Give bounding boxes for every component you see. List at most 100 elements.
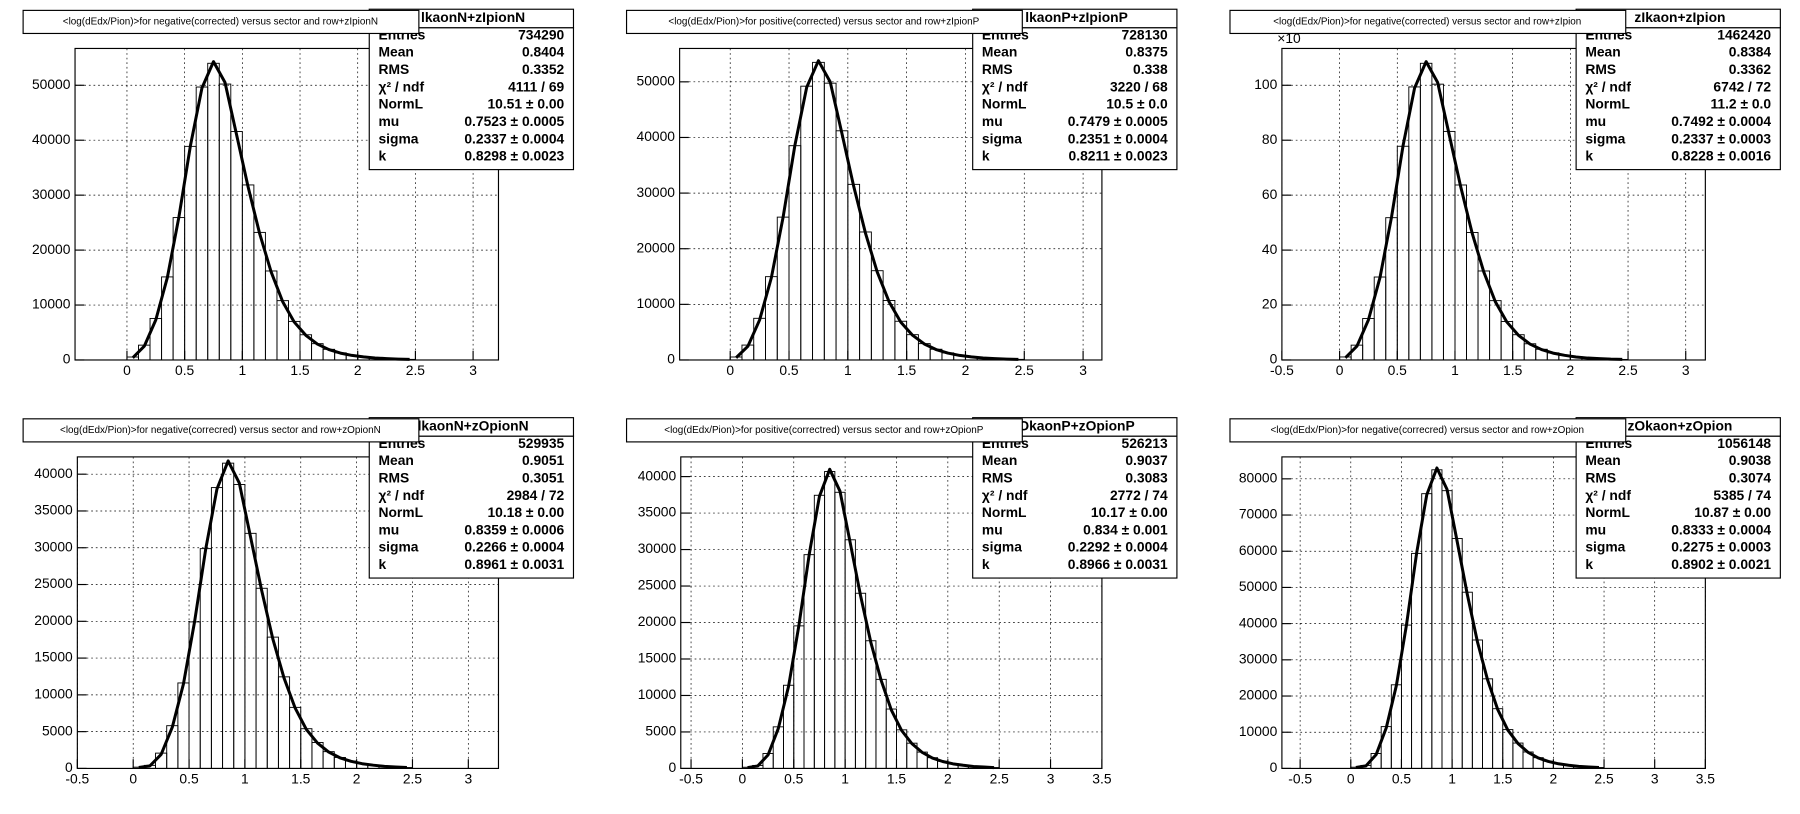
x-tick-label: 2 — [962, 362, 970, 378]
x-tick-label: 1 — [841, 771, 849, 787]
stats-label: NormL — [1585, 504, 1630, 520]
y-tick-label: 40000 — [638, 467, 677, 483]
stats-value: 0.9051 — [522, 452, 565, 468]
stats-value: 4111 / 69 — [508, 78, 564, 94]
stats-value: 0.8228 ± 0.0016 — [1671, 148, 1771, 164]
stats-label: RMS — [378, 469, 409, 485]
stats-box — [972, 435, 1178, 579]
y-tick-label: 50000 — [637, 72, 676, 88]
chart-title: <log(dEdx/Pion)>for positive(corrected) … — [668, 17, 979, 28]
stats-value: 0.2337 ± 0.0003 — [1671, 130, 1771, 146]
y-tick-label: 20 — [1262, 296, 1278, 312]
y-tick-label: 0 — [667, 351, 675, 367]
stats-value: 0.8211 ± 0.0023 — [1069, 148, 1168, 164]
chart-title: <log(dEdx/Pion)>for negative(correcred) … — [60, 425, 381, 436]
y-tick-label: 40000 — [32, 131, 71, 147]
y-tick-label: 30000 — [637, 184, 676, 200]
stats-value: 10.17 ± 0.00 — [1091, 504, 1168, 520]
stats-value: 526213 — [1122, 435, 1168, 451]
title-box — [22, 418, 420, 443]
stats-label: mu — [982, 113, 1003, 129]
y-tick-label: 40000 — [1239, 614, 1278, 630]
y-tick-label: 30000 — [32, 186, 71, 202]
y-tick-label: 10000 — [1239, 723, 1278, 739]
x-tick-label: 2.5 — [1618, 362, 1638, 378]
x-tick-label: 0 — [726, 362, 734, 378]
stats-label: Mean — [1585, 44, 1620, 60]
stats-label: NormL — [1585, 96, 1630, 112]
stats-title: lkaonN+zOpionN — [418, 418, 529, 434]
y-tick-label: 5000 — [645, 723, 676, 739]
y-tick-label: 70000 — [1239, 506, 1278, 522]
fit-curve — [1344, 60, 1623, 361]
x-tick-label: 1.5 — [290, 362, 310, 378]
stats-value: 2984 / 72 — [507, 487, 565, 503]
y-tick-label: 20000 — [638, 613, 677, 629]
y-tick-label: 10000 — [637, 295, 676, 311]
stats-value: 5385 / 74 — [1713, 487, 1771, 503]
stats-label: sigma — [378, 130, 418, 146]
stats-label: k — [1585, 556, 1593, 572]
x-tick-label: 2 — [353, 771, 361, 787]
y-tick-label: 10000 — [34, 686, 73, 702]
x-tick-label: 2 — [944, 771, 952, 787]
stats-value: 10.51 ± 0.00 — [487, 96, 564, 112]
y-tick-label: 50000 — [1239, 578, 1278, 594]
y-tick-label: 0 — [1270, 759, 1278, 775]
stats-label: k — [378, 148, 386, 164]
fit-curve — [747, 467, 995, 770]
x-tick-label: 0.5 — [779, 362, 799, 378]
y-tick-label: 100 — [1254, 76, 1277, 92]
stats-value: 0.834 ± 0.001 — [1083, 521, 1168, 537]
stats-label: RMS — [378, 61, 409, 77]
fit-curve — [138, 459, 407, 770]
x-tick-label: 0.5 — [179, 771, 199, 787]
stats-label: mu — [378, 113, 399, 129]
stats-value: 0.8298 ± 0.0023 — [464, 148, 564, 164]
y-tick-label: 30000 — [34, 538, 73, 554]
stats-label: sigma — [982, 130, 1022, 146]
x-tick-label: 1 — [1451, 362, 1459, 378]
x-tick-label: 3 — [1079, 362, 1087, 378]
stats-label: χ² / ndf — [1585, 487, 1631, 503]
stats-value: 0.3051 — [522, 469, 565, 485]
stats-value: 1056148 — [1717, 435, 1771, 451]
stats-value: 0.2292 ± 0.0004 — [1068, 539, 1168, 555]
x-tick-label: -0.5 — [1270, 362, 1294, 378]
stats-label: sigma — [982, 539, 1022, 555]
y-tick-label: 0 — [668, 759, 676, 775]
stats-value: 0.7479 ± 0.0005 — [1068, 113, 1168, 129]
x-tick-label: 1.5 — [897, 362, 917, 378]
stats-value: 0.9038 — [1729, 452, 1772, 468]
x-tick-label: 2 — [1550, 771, 1558, 787]
stats-value: 6742 / 72 — [1713, 78, 1771, 94]
x-tick-label: 1.5 — [1493, 771, 1513, 787]
stats-label: χ² / ndf — [982, 78, 1028, 94]
stats-label: NormL — [378, 504, 423, 520]
x-tick-label: 0 — [123, 362, 131, 378]
y-tick-label: 40 — [1262, 241, 1278, 257]
y-tick-label: 0 — [1270, 351, 1278, 367]
x-tick-label: 0 — [1336, 362, 1344, 378]
x-tick-label: 0 — [739, 771, 747, 787]
y-tick-label: 40000 — [34, 465, 73, 481]
x-tick-label: 0 — [1347, 771, 1355, 787]
stats-value: 734290 — [518, 26, 564, 42]
y-tick-label: 20000 — [1239, 687, 1278, 703]
stats-value: 529935 — [518, 435, 564, 451]
y-tick-label: 35000 — [638, 504, 677, 520]
x-tick-label: -0.5 — [679, 771, 703, 787]
stats-label: k — [982, 556, 990, 572]
stats-label: Mean — [982, 452, 1017, 468]
stats-label: NormL — [982, 504, 1027, 520]
y-tick-label: 25000 — [34, 575, 73, 591]
y-tick-label: 20000 — [32, 241, 71, 257]
stats-label: k — [1585, 148, 1593, 164]
stats-value: 0.2275 ± 0.0003 — [1671, 539, 1771, 555]
stats-label: RMS — [1585, 469, 1616, 485]
stats-label: χ² / ndf — [982, 487, 1028, 503]
stats-label: RMS — [982, 469, 1013, 485]
stats-value: 0.8333 ± 0.0004 — [1671, 521, 1771, 537]
